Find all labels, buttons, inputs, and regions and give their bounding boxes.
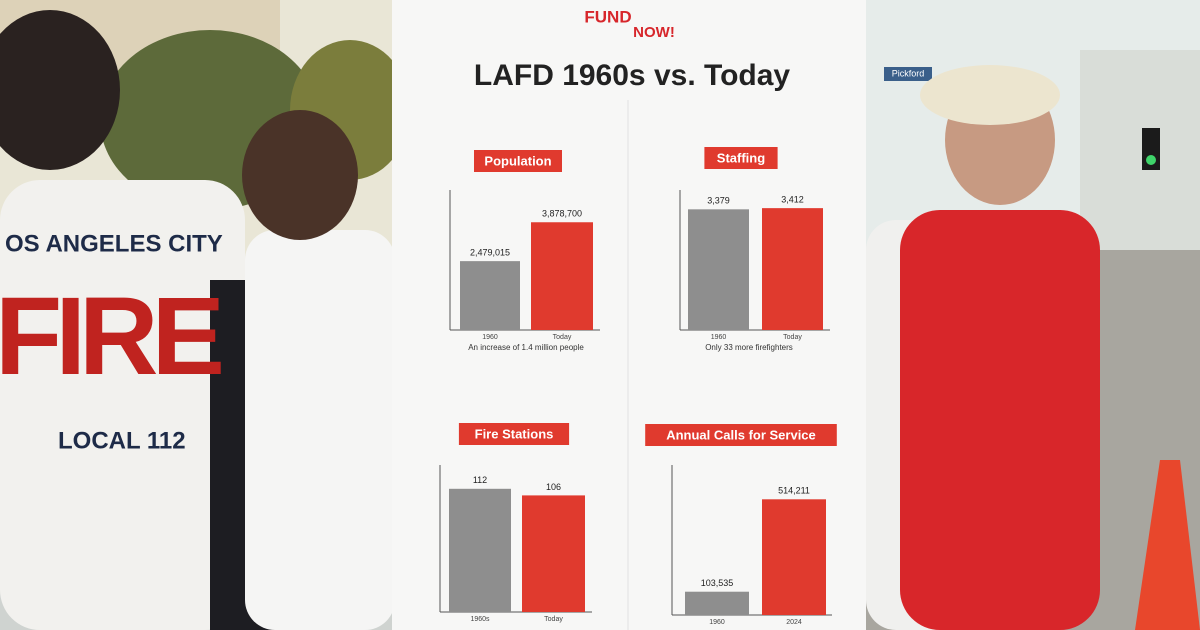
- chart-caption: An increase of 1.4 million people: [468, 343, 584, 352]
- chart-label: Population: [484, 153, 551, 168]
- building: [1080, 50, 1200, 250]
- person-shirt: [245, 230, 395, 630]
- value-label: 514,211: [778, 486, 810, 496]
- chart-label-box: [458, 423, 570, 445]
- category-label: Today: [783, 334, 802, 341]
- cone: [1135, 460, 1200, 630]
- shirt-text: OS ANGELES CITY: [5, 230, 223, 257]
- chart-label-box: [474, 150, 562, 172]
- logo: FUND: [584, 7, 631, 26]
- chart-caption: Only 33 more firefighters: [705, 343, 793, 352]
- chart-label-box: [704, 147, 778, 169]
- value-label: 2,479,015: [470, 248, 510, 258]
- person-red-shirt: [900, 210, 1100, 630]
- logo: NOW!: [633, 24, 675, 41]
- value-label: 3,878,700: [542, 209, 582, 219]
- category-label: 1960: [482, 334, 498, 341]
- category-label: Today: [544, 616, 563, 623]
- category-label: 1960s: [470, 616, 490, 623]
- category-label: 1960: [711, 334, 727, 341]
- bar: [522, 495, 585, 612]
- poster-title: LAFD 1960s vs. Today: [474, 59, 791, 92]
- value-label: 103,535: [701, 578, 734, 588]
- bar: [449, 488, 511, 612]
- person-head: [0, 10, 120, 170]
- person-shirt: [0, 180, 245, 630]
- category-label: 2024: [786, 619, 802, 626]
- cap: [920, 65, 1060, 125]
- chart-label: Fire Stations: [475, 426, 554, 441]
- shirt-text: FIRE: [0, 275, 225, 398]
- value-label: 112: [473, 475, 487, 485]
- bar: [460, 261, 520, 330]
- shirt-text: LOCAL 112: [58, 427, 186, 454]
- chart-label-box: [645, 424, 837, 446]
- bar: [685, 591, 749, 615]
- bar: [688, 209, 749, 330]
- traffic-light-lamp: [1146, 155, 1156, 165]
- chart-label: Annual Calls for Service: [666, 427, 816, 442]
- bar: [762, 499, 826, 615]
- value-label: 3,379: [707, 196, 730, 206]
- value-label: 106: [546, 482, 561, 492]
- category-label: 1960: [709, 619, 725, 626]
- chart-label: Staffing: [717, 150, 765, 165]
- value-label: 3,412: [781, 195, 804, 205]
- category-label: Today: [553, 334, 572, 341]
- bar: [762, 208, 823, 330]
- street-sign: [884, 67, 932, 81]
- person-head: [242, 110, 358, 240]
- street-sign-text: Pickford: [892, 68, 925, 78]
- bar: [531, 222, 593, 330]
